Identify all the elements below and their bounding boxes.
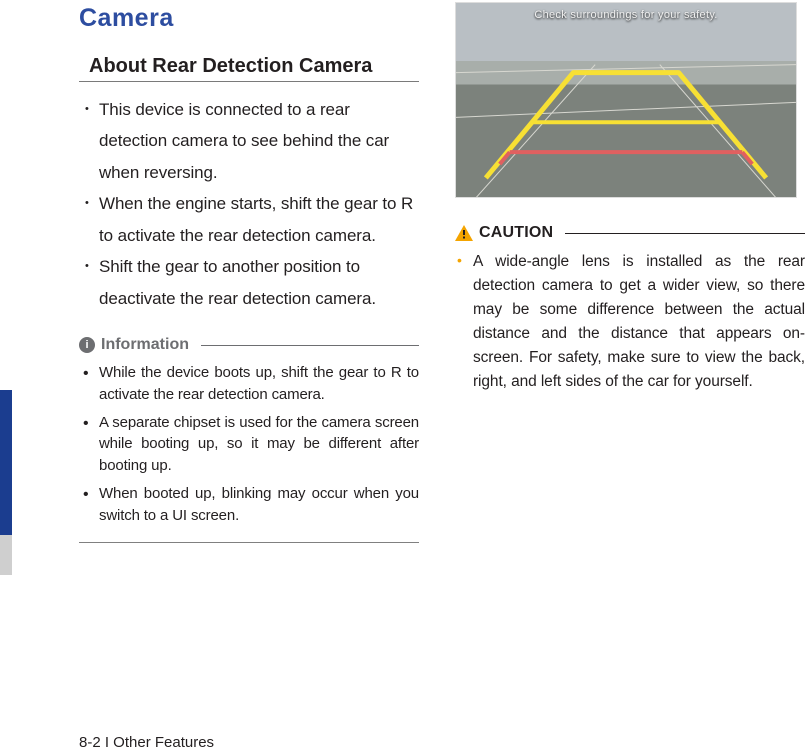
rail-marker-blue [0,390,12,535]
subhead-wrap: About Rear Detection Camera [79,55,419,82]
bullet-item: Shift the gear to another position to de… [85,251,419,314]
main-bullets: This device is connected to a rear detec… [79,94,419,314]
bullet-item: When the engine starts, shift the gear t… [85,188,419,251]
information-header: i Information [79,336,419,354]
caution-header: CAUTION [455,224,805,242]
rule [565,233,805,234]
camera-guidelines-svg [456,3,796,198]
rule [201,345,419,346]
left-rail [0,0,49,755]
rail-marker-grey [0,535,12,575]
info-icon: i [79,337,95,353]
section-title: Camera [79,4,419,33]
warning-icon [455,225,473,241]
rear-camera-image: Check surroundings for your safety. [455,2,797,198]
info-item: A separate chipset is used for the camer… [81,412,419,477]
subhead: About Rear Detection Camera [89,55,419,78]
caution-label: CAUTION [479,224,553,242]
information-label: Information [101,336,189,354]
caution-list: A wide-angle lens is installed as the re… [455,250,805,394]
info-item: While the device boots up, shift the gea… [81,362,419,406]
content: Camera About Rear Detection Camera This … [49,0,805,755]
left-column: Camera About Rear Detection Camera This … [79,0,419,755]
right-column: Check surroundings for your safety. [455,0,805,755]
bullet-item: This device is connected to a rear detec… [85,94,419,188]
page-footer: 8-2 I Other Features [79,734,214,751]
caution-item: A wide-angle lens is installed as the re… [455,250,805,394]
page: Camera About Rear Detection Camera This … [0,0,805,755]
info-item: When booted up, blinking may occur when … [81,483,419,527]
information-list: While the device boots up, shift the gea… [79,362,419,543]
